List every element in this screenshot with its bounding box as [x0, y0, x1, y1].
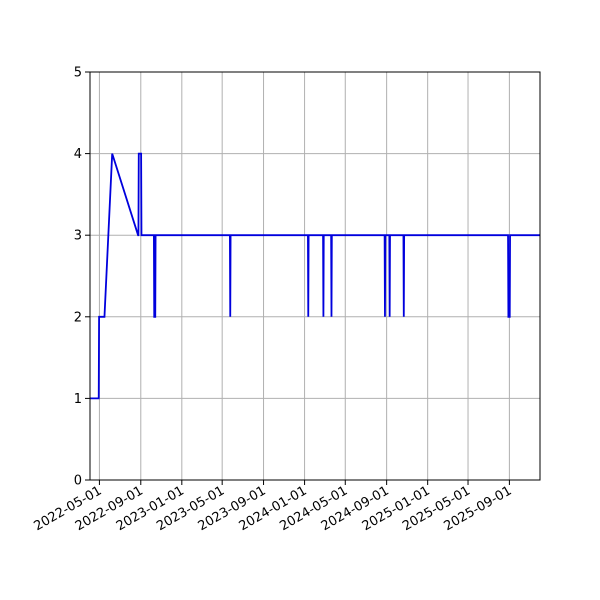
plot-frame: [89, 71, 541, 481]
grid: [90, 71, 540, 481]
x-axis: 2022-05-012022-09-012023-01-012023-05-01…: [31, 480, 514, 534]
series-layer: [90, 152, 540, 400]
y-tick-label: 3: [74, 229, 82, 244]
y-tick-label: 5: [74, 66, 82, 81]
y-tick-label: 0: [74, 474, 82, 489]
y-tick-label: 2: [74, 310, 82, 325]
y-tick-label: 1: [74, 392, 82, 407]
y-axis: 0 1 2 3 4 5: [74, 66, 90, 489]
series-line-0: [90, 152, 540, 400]
y-tick-label: 4: [74, 147, 82, 162]
